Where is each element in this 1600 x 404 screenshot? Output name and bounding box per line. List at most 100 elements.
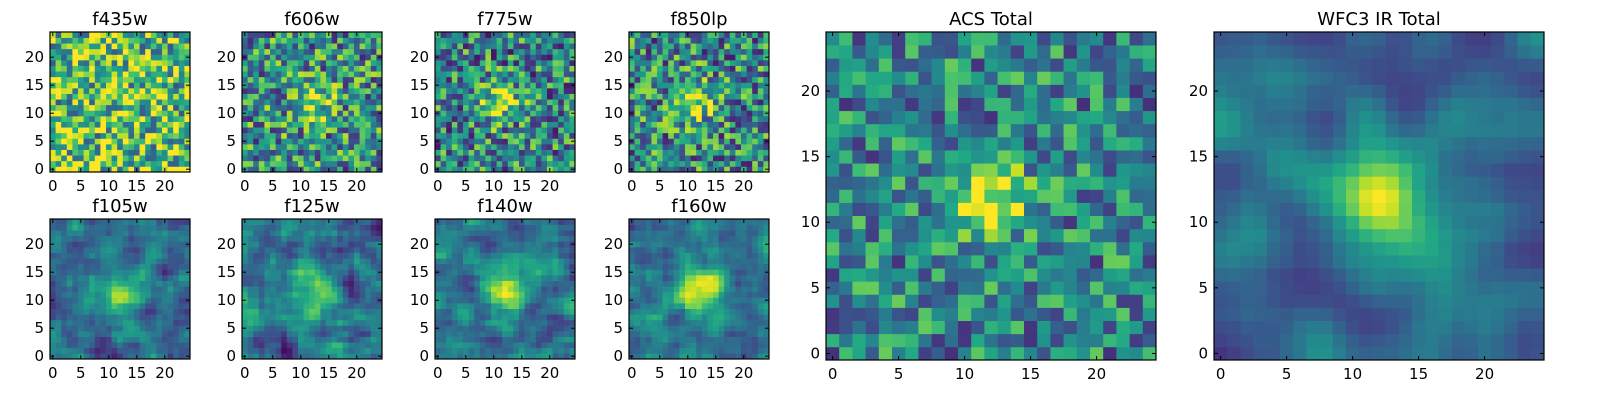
heatmap-cell xyxy=(326,49,332,55)
heatmap-cell xyxy=(502,77,508,83)
heatmap-cell xyxy=(474,286,480,292)
heatmap-cell xyxy=(758,348,764,354)
heatmap-cell xyxy=(719,314,725,320)
heatmap-cell xyxy=(735,38,741,44)
heatmap-cell xyxy=(326,155,332,161)
heatmap-cell xyxy=(134,43,140,49)
heatmap-cell xyxy=(452,236,458,242)
heatmap-cell xyxy=(145,54,151,60)
heatmap-cell xyxy=(452,138,458,144)
heatmap-cell xyxy=(513,286,519,292)
heatmap-cell xyxy=(112,236,118,242)
heatmap-cell xyxy=(259,127,265,133)
heatmap-cell xyxy=(332,337,338,343)
heatmap-cell xyxy=(140,161,146,167)
heatmap-cell xyxy=(117,297,123,303)
heatmap-cell xyxy=(61,105,67,111)
heatmap-cell xyxy=(691,150,697,156)
heatmap-cell xyxy=(315,155,321,161)
heatmap-cell xyxy=(668,94,674,100)
heatmap-cell xyxy=(78,60,84,66)
heatmap-cell xyxy=(315,309,321,315)
heatmap-cell xyxy=(315,99,321,105)
heatmap-cell xyxy=(360,43,366,49)
heatmap-cell xyxy=(741,71,747,77)
heatmap-cell xyxy=(156,54,162,60)
heatmap-cell xyxy=(640,66,646,72)
heatmap-cell xyxy=(752,110,758,116)
heatmap-cell xyxy=(128,225,134,231)
heatmap-cell xyxy=(248,286,254,292)
heatmap-cell xyxy=(78,337,84,343)
heatmap-cell xyxy=(304,49,310,55)
heatmap-cell xyxy=(553,105,559,111)
heatmap-cell xyxy=(691,138,697,144)
heatmap-cell xyxy=(469,66,475,72)
heatmap-cell xyxy=(156,281,162,287)
heatmap-cell xyxy=(259,348,265,354)
heatmap-cell xyxy=(140,138,146,144)
heatmap-cell xyxy=(270,105,276,111)
heatmap-cell xyxy=(463,150,469,156)
heatmap-cell xyxy=(100,122,106,128)
heatmap-cell xyxy=(348,219,354,225)
heatmap-cell xyxy=(707,127,713,133)
heatmap-cell xyxy=(457,281,463,287)
heatmap-cell xyxy=(513,236,519,242)
heatmap-cell xyxy=(485,155,491,161)
heatmap-cell xyxy=(747,337,753,343)
heatmap-cell xyxy=(348,88,354,94)
heatmap-cell xyxy=(287,122,293,128)
heatmap-cell xyxy=(242,303,248,309)
heatmap-cell xyxy=(360,144,366,150)
heatmap-cell xyxy=(541,105,547,111)
heatmap-cell xyxy=(536,325,542,331)
heatmap-cell xyxy=(100,320,106,326)
heatmap-cell xyxy=(696,54,702,60)
heatmap-cell xyxy=(264,275,270,281)
heatmap-cell xyxy=(89,253,95,259)
heatmap-cell xyxy=(67,348,73,354)
heatmap-cell xyxy=(747,155,753,161)
heatmap-cell xyxy=(151,258,157,264)
heatmap-cell xyxy=(264,281,270,287)
heatmap-cell xyxy=(747,82,753,88)
heatmap-cell xyxy=(530,230,536,236)
heatmap-cell xyxy=(668,49,674,55)
heatmap-cell xyxy=(530,337,536,343)
heatmap-cell xyxy=(156,253,162,259)
heatmap-cell xyxy=(719,110,725,116)
heatmap-cell xyxy=(106,281,112,287)
heatmap-cell xyxy=(724,71,730,77)
heatmap-cell xyxy=(657,122,663,128)
heatmap-cell xyxy=(173,309,179,315)
heatmap-cell xyxy=(519,275,525,281)
heatmap-cell xyxy=(292,77,298,83)
heatmap-cell xyxy=(156,331,162,337)
heatmap-cell xyxy=(702,286,708,292)
heatmap-cell xyxy=(558,348,564,354)
heatmap-cell xyxy=(485,241,491,247)
heatmap-cell xyxy=(292,133,298,139)
heatmap-cell xyxy=(519,236,525,242)
heatmap-cell xyxy=(56,105,62,111)
heatmap-cell xyxy=(668,292,674,298)
heatmap-cell xyxy=(140,38,146,44)
heatmap-cell xyxy=(513,264,519,270)
heatmap-cell xyxy=(452,49,458,55)
heatmap-cell xyxy=(663,155,669,161)
heatmap-cell xyxy=(298,286,304,292)
heatmap-cell xyxy=(134,144,140,150)
heatmap-cell xyxy=(326,264,332,270)
heatmap-cell xyxy=(485,82,491,88)
heatmap-cell xyxy=(491,133,497,139)
heatmap-cell xyxy=(371,247,377,253)
heatmap-cell xyxy=(485,161,491,167)
heatmap-cell xyxy=(513,309,519,315)
y-tick-label: 5 xyxy=(34,132,44,150)
heatmap-cell xyxy=(140,314,146,320)
heatmap-cell xyxy=(151,348,157,354)
heatmap-cell xyxy=(674,325,680,331)
heatmap-cell xyxy=(730,292,736,298)
heatmap-cell xyxy=(151,54,157,60)
